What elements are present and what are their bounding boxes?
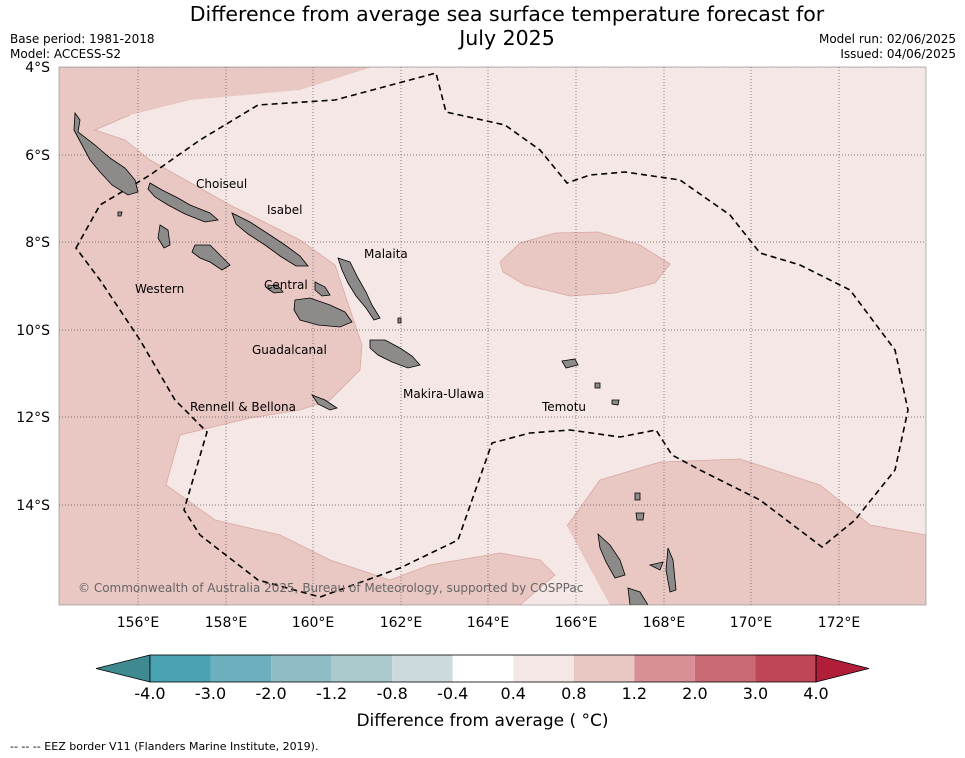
region-label-isabel: Isabel xyxy=(267,203,302,217)
lon-label-170e: 170°E xyxy=(730,615,773,631)
colorbar-tick-label: -2.0 xyxy=(255,684,286,703)
island-small-1 xyxy=(594,382,601,389)
colorbar-bin xyxy=(573,655,635,682)
island-malakula xyxy=(627,587,649,605)
contour-west xyxy=(93,114,556,605)
colorbar: -4.0 -3.0 -2.0 -1.2 -0.8 -0.4 0.4 0.8 1.2 2.0 3.0 4… xyxy=(95,654,870,703)
colorbar-tick-label: 3.0 xyxy=(743,684,768,703)
lon-label-158e: 158°E xyxy=(205,615,248,631)
island-rennell xyxy=(310,394,338,411)
region-label-guadalcanal: Guadalcanal xyxy=(252,343,327,357)
map-content: © Commonwealth of Australia 2025, Bureau… xyxy=(59,67,926,605)
colorbar-bin xyxy=(513,655,574,682)
map-title-line1: Difference from average sea surface temp… xyxy=(189,2,825,26)
lat-axis: 4°S 6°S 8°S 10°S 12°S 14°S xyxy=(16,60,50,514)
island-makira xyxy=(369,339,421,369)
colorbar-tick-label: -3.0 xyxy=(195,684,226,703)
island-new-georgia xyxy=(191,244,231,271)
colorbar-tick-label: -0.8 xyxy=(377,684,408,703)
lat-label-8s: 8°S xyxy=(25,235,50,251)
map-title: Difference from average sea surface temp… xyxy=(0,2,965,50)
region-label-makira-ulawa: Makira-Ulawa xyxy=(403,387,484,401)
colorbar-bin xyxy=(271,655,332,682)
region-label-rennell-bellona: Rennell & Bellona xyxy=(190,400,296,414)
gridlines xyxy=(59,67,926,605)
colorbar-bin xyxy=(210,655,272,682)
lon-label-168e: 168°E xyxy=(643,615,686,631)
island-small-6 xyxy=(397,317,402,324)
region-label-choiseul: Choiseul xyxy=(196,177,247,191)
footnote: -- -- -- EEZ border V11 (Flanders Marine… xyxy=(10,740,319,753)
island-small-4 xyxy=(635,512,645,521)
island-guadalcanal xyxy=(293,297,353,328)
colorbar-label: Difference from average ( °C) xyxy=(356,711,609,731)
model-name: Model: ACCESS-S2 xyxy=(10,47,122,61)
map-title-line2: July 2025 xyxy=(459,26,555,50)
region-label-central: Central xyxy=(264,278,308,292)
colorbar-bin xyxy=(150,655,211,682)
islands xyxy=(73,111,677,605)
lon-label-160e: 160°E xyxy=(292,615,335,631)
island-ambae xyxy=(648,561,664,571)
island-santa-isabel xyxy=(147,182,219,223)
copyright-text: © Commonwealth of Australia 2025, Bureau… xyxy=(78,581,583,595)
colorbar-tick-label: 4.0 xyxy=(803,684,828,703)
island-santa-cruz xyxy=(561,358,579,369)
lat-label-12s: 12°S xyxy=(16,410,50,426)
model-run: Model run: 02/06/2025 xyxy=(818,32,956,46)
island-russell xyxy=(314,281,331,297)
lat-label-6s: 6°S xyxy=(25,148,50,164)
contour-southeast xyxy=(566,458,926,536)
colorbar-tick-label: -0.4 xyxy=(437,684,468,703)
region-label-malaita: Malaita xyxy=(364,247,408,261)
island-small-2 xyxy=(611,399,620,406)
meta-right: Model run: 02/06/2025 Issued: 04/06/2025 xyxy=(819,32,956,62)
meta-left: Base period: 1981-2018 Model: ACCESS-S2 xyxy=(10,32,155,62)
island-small-3 xyxy=(634,492,641,501)
colorbar-bin xyxy=(694,655,756,682)
lon-label-172e: 172°E xyxy=(818,615,861,631)
colorbar-frame xyxy=(149,654,817,683)
lat-label-10s: 10°S xyxy=(16,323,50,339)
colorbar-tick-label: 2.0 xyxy=(682,684,707,703)
base-period: Base period: 1981-2018 xyxy=(10,32,155,46)
colorbar-tick-label: 1.2 xyxy=(622,684,647,703)
colorbar-over-arrow xyxy=(815,654,870,683)
island-pentecost xyxy=(665,547,677,593)
region-label-temotu: Temotu xyxy=(541,400,586,414)
colorbar-tick-label: 0.8 xyxy=(561,684,586,703)
colorbar-under-arrow xyxy=(95,654,151,683)
island-small-5 xyxy=(117,211,123,217)
lon-label-166e: 166°E xyxy=(555,615,598,631)
lat-label-4s: 4°S xyxy=(25,60,50,76)
eez-border xyxy=(75,72,909,598)
anomaly-zone-central xyxy=(500,232,670,296)
island-malaita xyxy=(337,257,381,321)
colorbar-tick-label: -4.0 xyxy=(134,684,165,703)
colorbar-bin xyxy=(452,655,514,682)
colorbar-bin xyxy=(392,655,453,682)
island-choiseul xyxy=(73,111,139,196)
lon-label-156e: 156°E xyxy=(117,615,160,631)
colorbar-tick-label: -1.2 xyxy=(316,684,347,703)
colorbar-bin xyxy=(331,655,393,682)
island-florida xyxy=(267,284,284,294)
island-espiritu-santo xyxy=(597,532,626,579)
island-isabel xyxy=(231,212,309,267)
lon-axis: 156°E 158°E 160°E 162°E 164°E 166°E 168°… xyxy=(117,615,861,631)
map-frame xyxy=(58,66,927,606)
lat-label-14s: 14°S xyxy=(16,498,50,514)
colorbar-bin xyxy=(634,655,695,682)
region-label-western: Western xyxy=(135,282,184,296)
lon-label-164e: 164°E xyxy=(467,615,510,631)
contour-central xyxy=(499,231,671,297)
colorbar-bin xyxy=(755,655,816,682)
colorbar-tick-label: 0.4 xyxy=(501,684,526,703)
lon-label-162e: 162°E xyxy=(380,615,423,631)
region-labels: Choiseul Isabel Malaita Western Central … xyxy=(135,177,586,414)
island-vella-lavella xyxy=(157,224,171,249)
issued-date: Issued: 04/06/2025 xyxy=(840,47,956,61)
